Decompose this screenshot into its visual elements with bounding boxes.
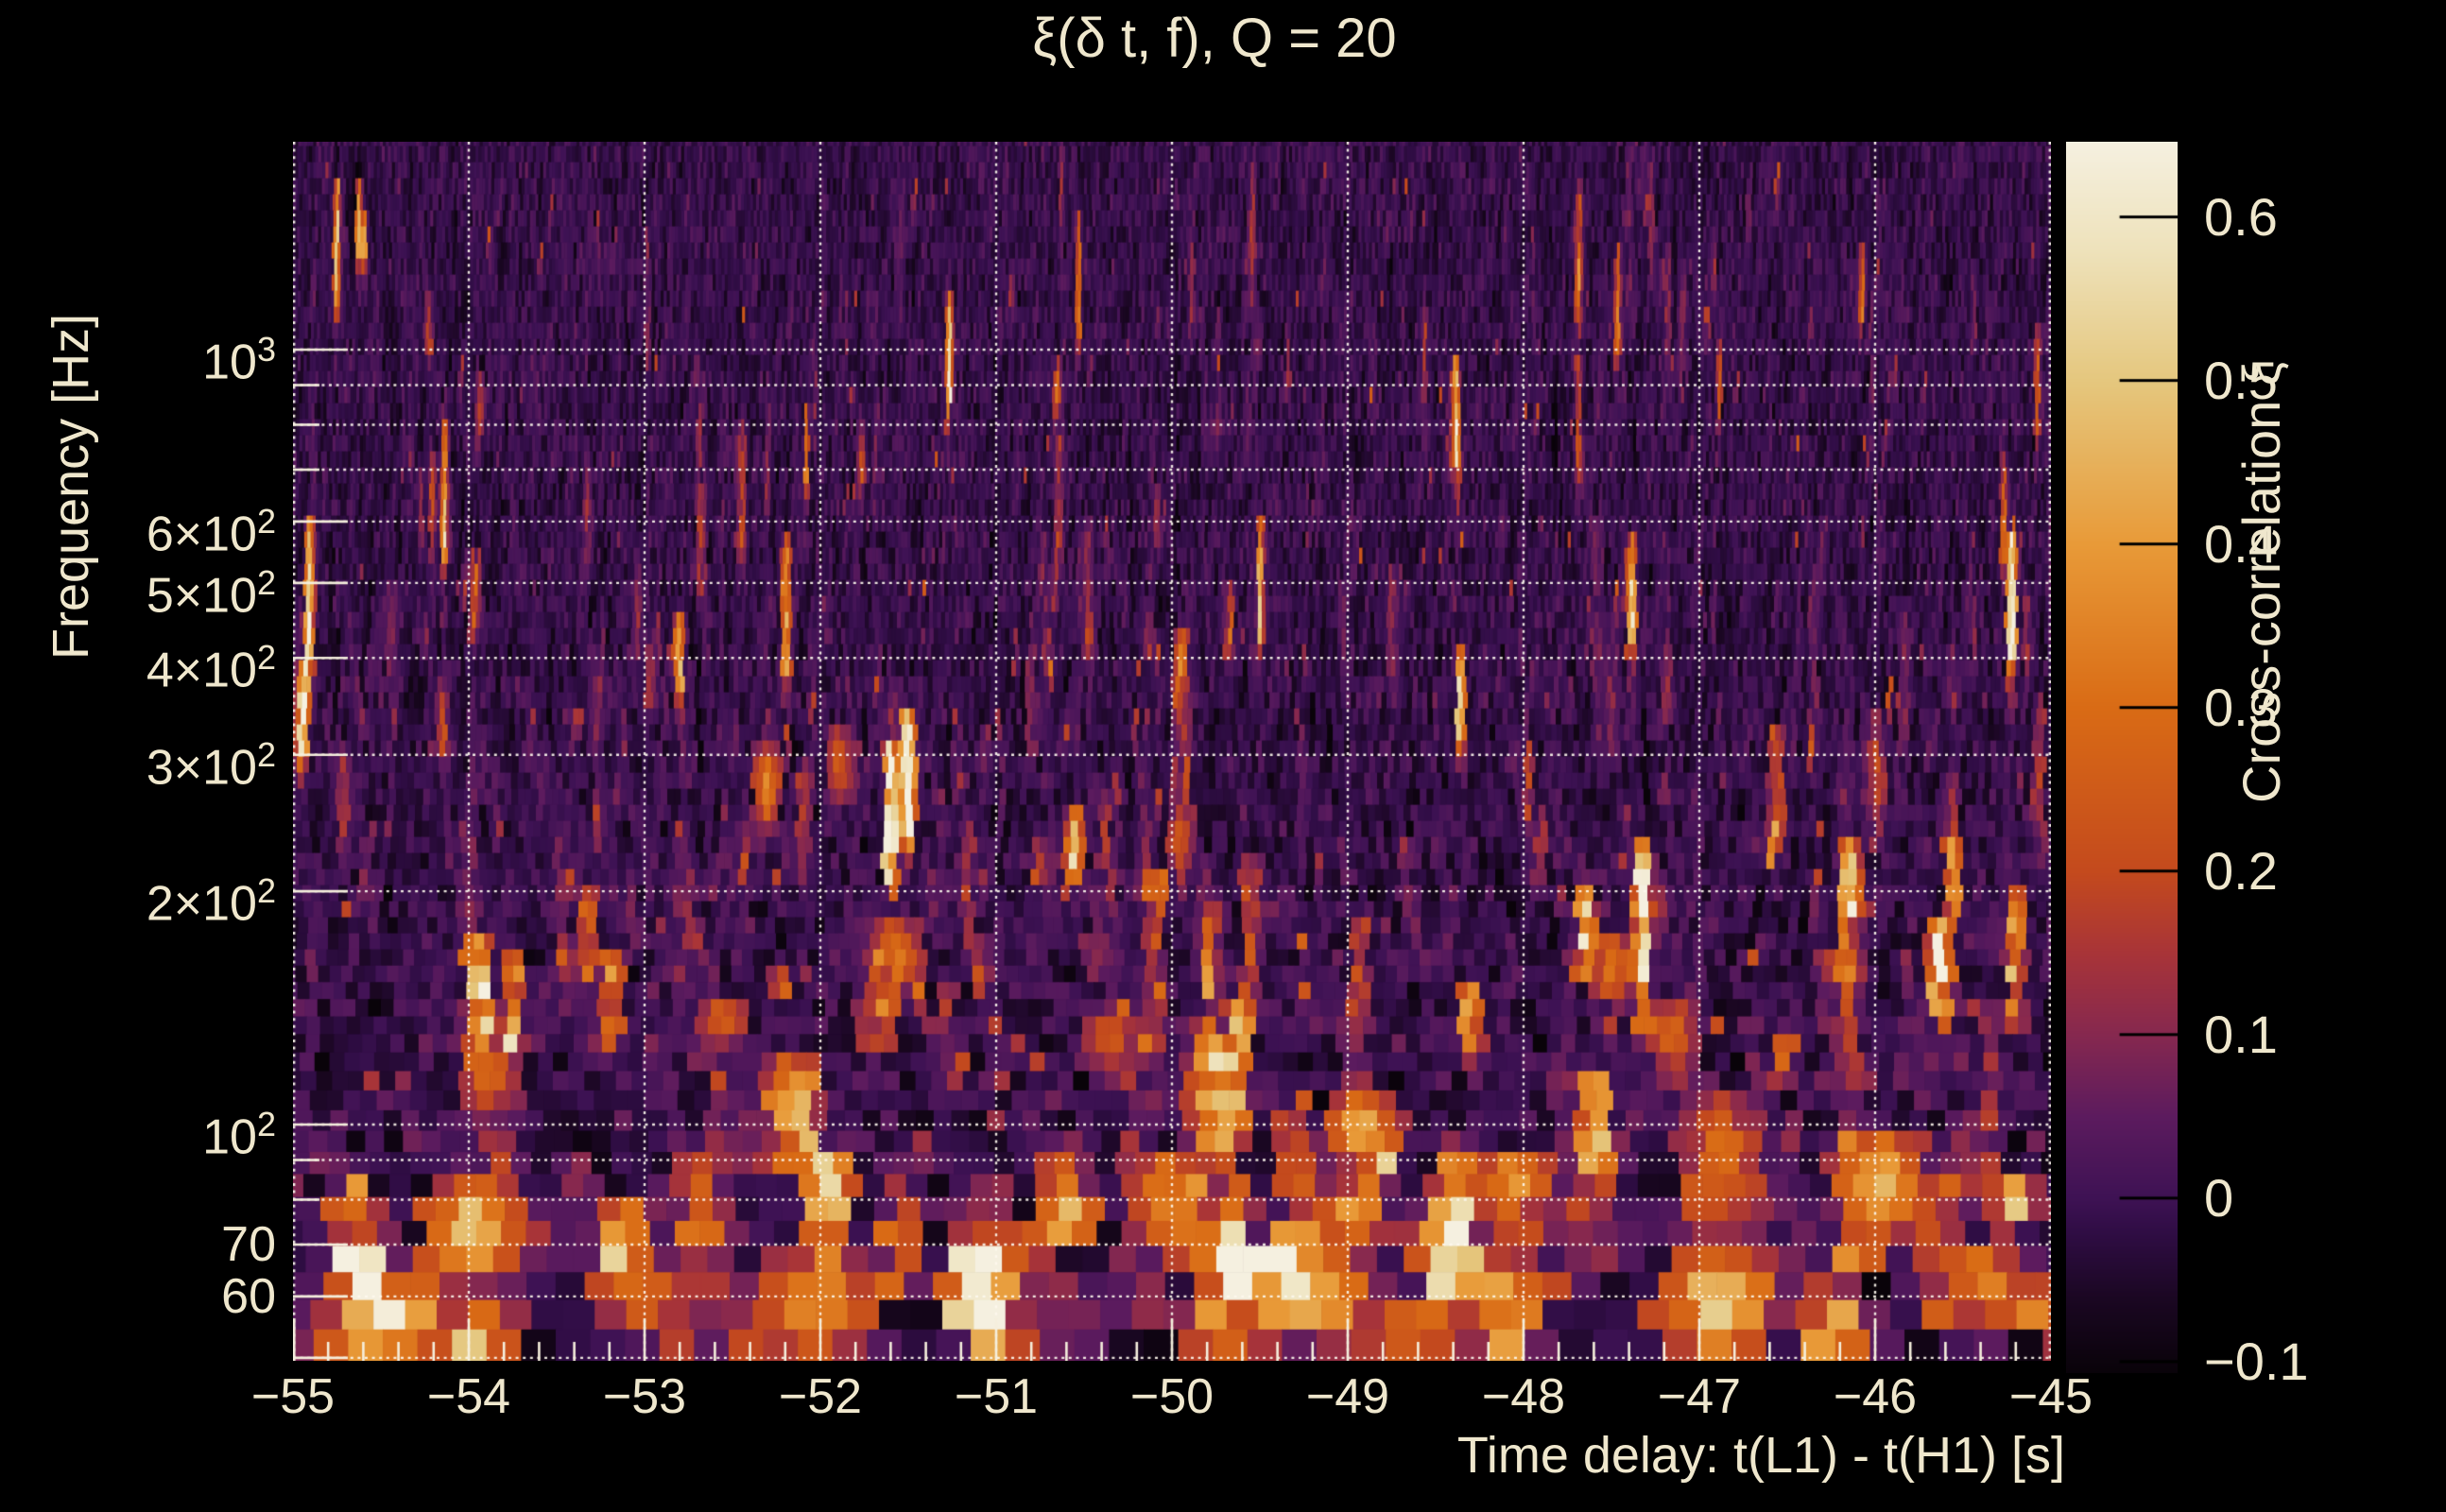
colorbar-tick-label: 0.5 [2204, 350, 2278, 410]
colorbar-canvas [2066, 142, 2178, 1373]
x-tick-label: −52 [778, 1369, 863, 1424]
y-tick-label: 6×102 [146, 501, 276, 562]
x-tick-label: −54 [426, 1369, 511, 1424]
colorbar-tick-label: 0.2 [2204, 840, 2278, 901]
y-tick-label: 102 [202, 1105, 276, 1165]
y-tick-label: 103 [202, 330, 276, 390]
colorbar-tick-label: 0.1 [2204, 1004, 2278, 1064]
y-tick-label: 60 [221, 1268, 276, 1324]
colorbar-tick-label: 0.4 [2204, 513, 2278, 574]
colorbar-tick-label: 0.6 [2204, 186, 2278, 247]
chart-title: ξ(δ t, f), Q = 20 [1032, 8, 1397, 69]
y-tick-label: 70 [221, 1217, 276, 1273]
x-tick-label: −46 [1833, 1369, 1918, 1424]
x-tick-label: −55 [250, 1369, 336, 1424]
colorbar-tick-label: 0.3 [2204, 677, 2278, 737]
x-tick-label: −48 [1481, 1369, 1566, 1424]
x-tick-label: −50 [1129, 1369, 1214, 1424]
y-tick-label: 3×102 [146, 734, 276, 796]
colorbar-tick-label: −0.1 [2204, 1331, 2309, 1391]
x-tick-label: −51 [954, 1369, 1039, 1424]
heatmap-canvas [293, 142, 2051, 1361]
y-tick-label: 5×102 [146, 562, 276, 624]
x-axis-title: Time delay: t(L1) - t(H1) [s] [1456, 1427, 2065, 1484]
x-tick-label: −47 [1657, 1369, 1742, 1424]
x-tick-label: −53 [602, 1369, 687, 1424]
y-tick-label: 4×102 [146, 638, 276, 698]
colorbar-title: Cross-correlation ξ [2231, 362, 2291, 803]
x-tick-label: −49 [1305, 1369, 1390, 1424]
x-tick-label: −45 [2008, 1369, 2093, 1424]
y-tick-label: 2×102 [146, 871, 276, 932]
colorbar-tick-label: 0 [2204, 1167, 2234, 1228]
